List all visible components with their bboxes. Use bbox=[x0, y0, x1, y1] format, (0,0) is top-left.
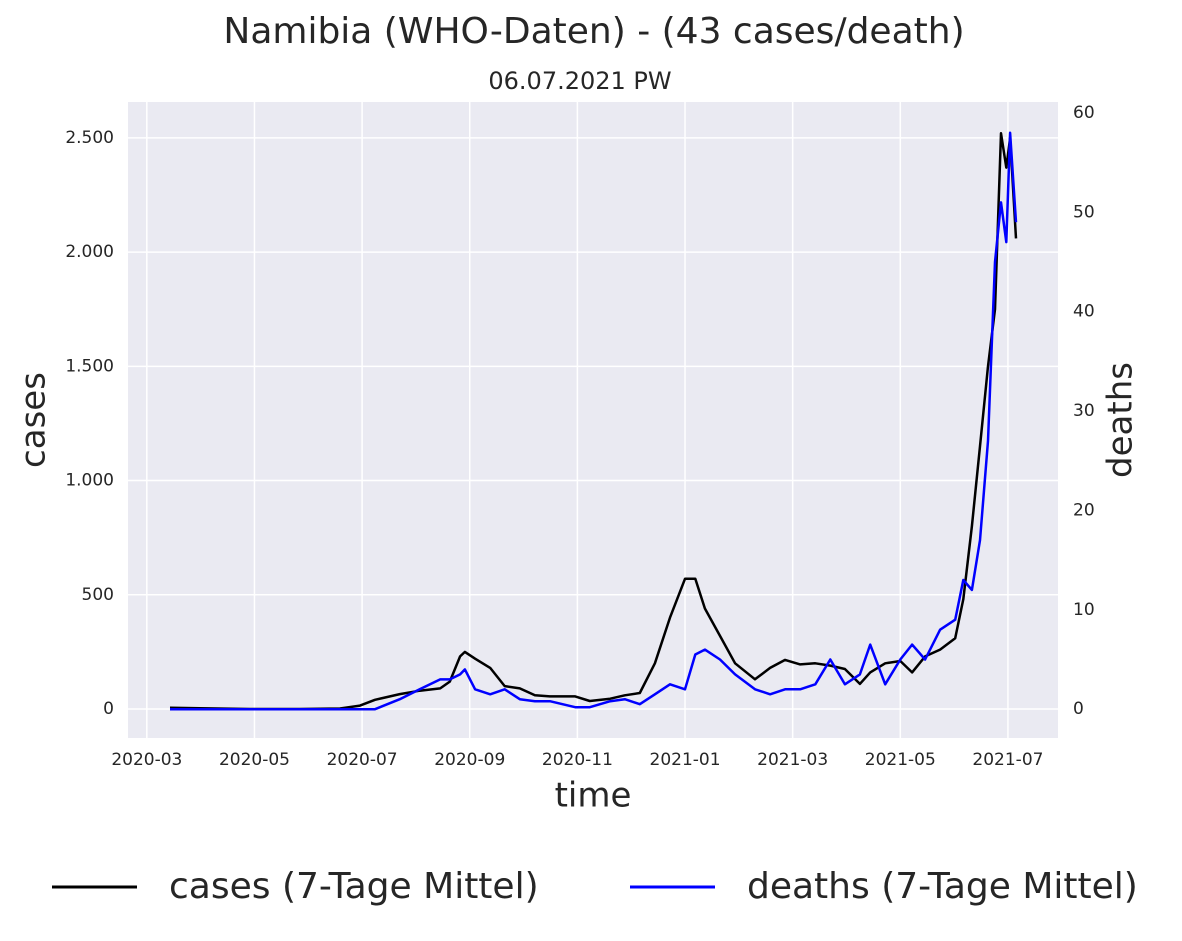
series-line bbox=[170, 131, 1018, 711]
y-tick-label: 500 bbox=[82, 585, 114, 605]
chart-title: Namibia (WHO-Daten) - (43 cases/death) bbox=[223, 11, 964, 52]
plot-area bbox=[128, 102, 1058, 738]
grid bbox=[128, 102, 1058, 738]
y2-tick-label: 0 bbox=[1073, 699, 1084, 719]
x-axis-label: time bbox=[555, 776, 632, 816]
x-tick-label: 2020-05 bbox=[219, 750, 290, 770]
y2-tick-label: 30 bbox=[1073, 401, 1095, 421]
legend-label: cases (7-Tage Mittel) bbox=[169, 866, 539, 907]
y-axis-label: cases bbox=[14, 372, 54, 468]
x-tick-label: 2021-01 bbox=[650, 750, 721, 770]
y2-tick-label: 50 bbox=[1073, 202, 1095, 222]
x-tick-label: 2021-07 bbox=[972, 750, 1043, 770]
y2-tick-label: 60 bbox=[1073, 103, 1095, 123]
lines bbox=[169, 131, 1018, 711]
x-tick-label: 2021-05 bbox=[865, 750, 936, 770]
x-tick-label: 2020-03 bbox=[111, 750, 182, 770]
x-tick-label: 2021-03 bbox=[757, 750, 828, 770]
legend-label: deaths (7-Tage Mittel) bbox=[747, 866, 1138, 907]
x-tick-label: 2020-07 bbox=[327, 750, 398, 770]
chart-subtitle: 06.07.2021 PW bbox=[488, 67, 671, 95]
y-tick-label: 2.000 bbox=[65, 242, 114, 262]
y2-tick-label: 40 bbox=[1073, 302, 1095, 322]
series-line bbox=[169, 132, 1018, 711]
y-tick-label: 1.500 bbox=[65, 356, 114, 376]
y-tick-label: 1.000 bbox=[65, 471, 114, 491]
x-tick-label: 2020-11 bbox=[542, 750, 613, 770]
y2-tick-label: 10 bbox=[1073, 600, 1095, 620]
y2-axis-label: deaths bbox=[1101, 362, 1141, 478]
y2-tick-label: 20 bbox=[1073, 500, 1095, 520]
y-tick-label: 0 bbox=[103, 699, 114, 719]
x-tick-label: 2020-09 bbox=[434, 750, 505, 770]
y-tick-label: 2.500 bbox=[65, 128, 114, 148]
